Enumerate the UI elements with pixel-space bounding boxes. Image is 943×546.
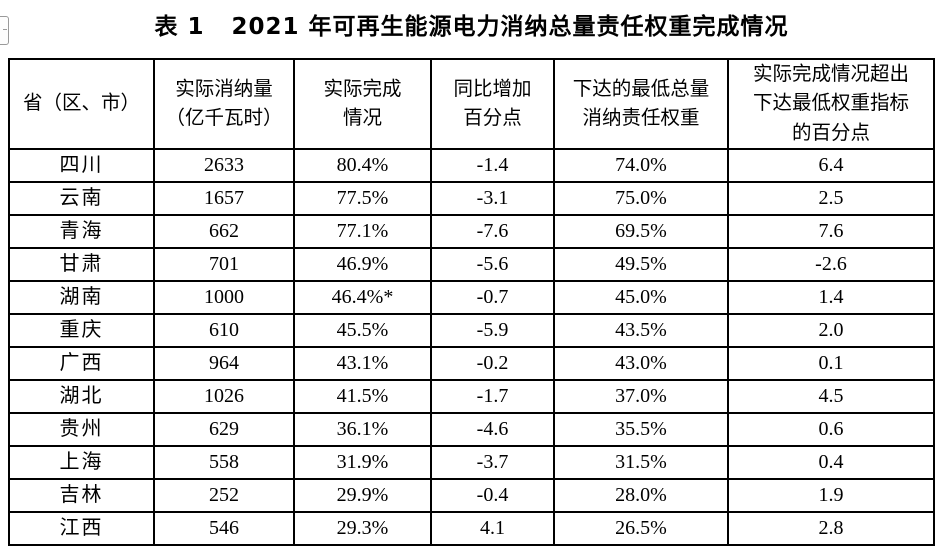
province-cell: 广西 [8,345,155,381]
province-cell: 甘肃 [8,246,155,282]
province-cell: 重庆 [8,312,155,348]
table-row: 云南 1657 77.5% -3.1 75.0% 2.5 [8,180,935,216]
table-row: 广西 964 43.1% -0.2 43.0% 0.1 [8,345,935,381]
value-cell: 2.5 [727,180,935,216]
value-cell: 7.6 [727,213,935,249]
viewer-edge-artifact [0,16,9,45]
value-cell: 75.0% [553,180,729,216]
province-cell: 江西 [8,510,155,546]
value-cell: 610 [153,312,295,348]
value-cell: 80.4% [293,147,432,183]
value-cell: 546 [153,510,295,546]
value-cell: 46.4%* [293,279,432,315]
value-cell: -0.2 [430,345,555,381]
value-cell: 29.3% [293,510,432,546]
header-min-weight: 下达的最低总量 消纳责任权重 [553,58,729,150]
value-cell: 4.1 [430,510,555,546]
value-cell: 1000 [153,279,295,315]
value-cell: 2.8 [727,510,935,546]
value-cell: 37.0% [553,378,729,414]
value-cell: -3.7 [430,444,555,480]
province-cell: 四川 [8,147,155,183]
value-cell: 45.5% [293,312,432,348]
value-cell: 964 [153,345,295,381]
value-cell: 43.1% [293,345,432,381]
value-cell: -4.6 [430,411,555,447]
value-cell: 77.5% [293,180,432,216]
province-cell: 贵州 [8,411,155,447]
value-cell: -1.4 [430,147,555,183]
value-cell: 43.0% [553,345,729,381]
province-cell: 青海 [8,213,155,249]
value-cell: -3.1 [430,180,555,216]
value-cell: -2.6 [727,246,935,282]
table-row: 贵州 629 36.1% -4.6 35.5% 0.6 [8,411,935,447]
header-actual-completion: 实际完成 情况 [293,58,432,150]
value-cell: 1657 [153,180,295,216]
table-body: 四川 2633 80.4% -1.4 74.0% 6.4 云南 1657 77.… [8,147,935,546]
value-cell: 1.4 [727,279,935,315]
value-cell: 29.9% [293,477,432,513]
province-cell: 湖北 [8,378,155,414]
value-cell: 4.5 [727,378,935,414]
value-cell: 0.4 [727,444,935,480]
value-cell: 74.0% [553,147,729,183]
value-cell: 2633 [153,147,295,183]
table-row: 重庆 610 45.5% -5.9 43.5% 2.0 [8,312,935,348]
header-actual-consumption: 实际消纳量 （亿千瓦时） [153,58,295,150]
value-cell: 35.5% [553,411,729,447]
value-cell: 69.5% [553,213,729,249]
value-cell: 46.9% [293,246,432,282]
value-cell: -0.7 [430,279,555,315]
value-cell: -0.4 [430,477,555,513]
table-row: 青海 662 77.1% -7.6 69.5% 7.6 [8,213,935,249]
table-row: 吉林 252 29.9% -0.4 28.0% 1.9 [8,477,935,513]
table-row: 江西 546 29.3% 4.1 26.5% 2.8 [8,510,935,546]
table-header: 省（区、市） 实际消纳量 （亿千瓦时） 实际完成 情况 同比增加 百分点 下达的… [8,58,935,150]
value-cell: 31.9% [293,444,432,480]
table-row: 湖北 1026 41.5% -1.7 37.0% 4.5 [8,378,935,414]
value-cell: -7.6 [430,213,555,249]
value-cell: -5.9 [430,312,555,348]
province-cell: 云南 [8,180,155,216]
header-row: 省（区、市） 实际消纳量 （亿千瓦时） 实际完成 情况 同比增加 百分点 下达的… [8,58,935,150]
value-cell: 0.6 [727,411,935,447]
header-exceed-points: 实际完成情况超出 下达最低权重指标 的百分点 [727,58,935,150]
table-row: 湖南 1000 46.4%* -0.7 45.0% 1.4 [8,279,935,315]
province-cell: 上海 [8,444,155,480]
value-cell: 41.5% [293,378,432,414]
value-cell: 43.5% [553,312,729,348]
value-cell: 28.0% [553,477,729,513]
value-cell: -1.7 [430,378,555,414]
value-cell: 701 [153,246,295,282]
province-cell: 吉林 [8,477,155,513]
value-cell: 0.1 [727,345,935,381]
value-cell: 77.1% [293,213,432,249]
viewer-edge-tick [3,29,7,30]
province-cell: 湖南 [8,279,155,315]
table-row: 四川 2633 80.4% -1.4 74.0% 6.4 [8,147,935,183]
value-cell: 6.4 [727,147,935,183]
value-cell: 252 [153,477,295,513]
value-cell: 1026 [153,378,295,414]
value-cell: 558 [153,444,295,480]
header-yoy-change: 同比增加 百分点 [430,58,555,150]
header-province: 省（区、市） [8,58,155,150]
value-cell: 36.1% [293,411,432,447]
table-title: 表 1 2021 年可再生能源电力消纳总量责任权重完成情况 [154,14,789,40]
consumption-weights-table: 省（区、市） 实际消纳量 （亿千瓦时） 实际完成 情况 同比增加 百分点 下达的… [8,58,935,546]
value-cell: -5.6 [430,246,555,282]
table-row: 甘肃 701 46.9% -5.6 49.5% -2.6 [8,246,935,282]
table-row: 上海 558 31.9% -3.7 31.5% 0.4 [8,444,935,480]
value-cell: 662 [153,213,295,249]
value-cell: 1.9 [727,477,935,513]
value-cell: 26.5% [553,510,729,546]
value-cell: 2.0 [727,312,935,348]
value-cell: 31.5% [553,444,729,480]
value-cell: 45.0% [553,279,729,315]
value-cell: 49.5% [553,246,729,282]
value-cell: 629 [153,411,295,447]
